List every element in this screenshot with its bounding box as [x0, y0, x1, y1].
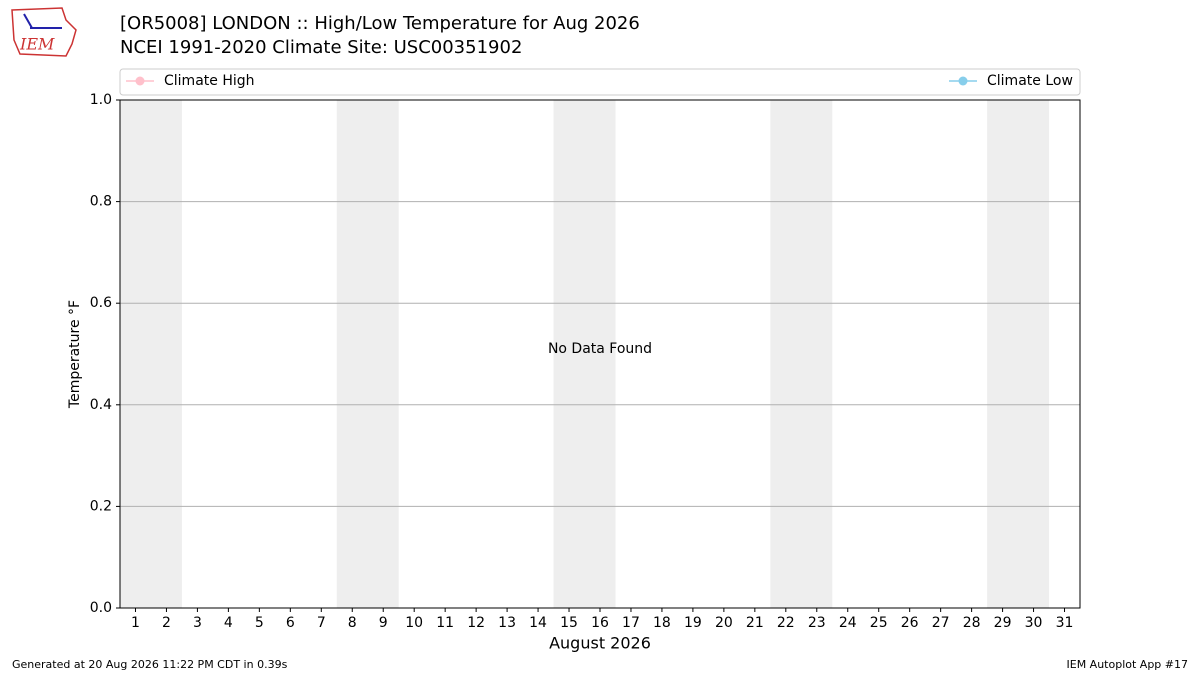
x-tick-label: 23: [808, 615, 826, 631]
x-tick-label: 25: [870, 615, 888, 631]
x-tick-label: 21: [746, 615, 764, 631]
logo: IEM: [11, 7, 77, 57]
x-tick-label: 22: [777, 615, 795, 631]
shaded-band: [120, 100, 182, 608]
shaded-band: [987, 100, 1050, 608]
x-tick-label: 27: [932, 615, 950, 631]
logo-text: IEM: [19, 35, 55, 54]
x-tick-label: 19: [684, 615, 702, 631]
x-tick-label: 9: [379, 615, 388, 631]
plot-frame: [119, 99, 1081, 609]
x-tick-label: 18: [653, 615, 671, 631]
x-tick-label: 1: [131, 615, 140, 631]
x-tick-label: 20: [715, 615, 733, 631]
y-tick-label: 1.0: [90, 92, 112, 108]
legend: [119, 68, 1081, 96]
x-axis-label: August 2026: [549, 634, 651, 653]
x-tick-label: 14: [529, 615, 547, 631]
footer-left: Generated at 20 Aug 2026 11:22 PM CDT in…: [12, 658, 288, 671]
legend-marker: [958, 76, 968, 86]
logo-icon: [23, 13, 33, 29]
chart-subtitle: NCEI 1991-2020 Climate Site: USC00351902: [120, 37, 522, 58]
y-tick-label: 0.6: [90, 295, 112, 311]
logo-outline: [11, 7, 77, 57]
x-tick-label: 12: [467, 615, 485, 631]
legend-marker: [135, 76, 145, 86]
x-tick-label: 4: [224, 615, 233, 631]
shaded-band: [336, 100, 399, 608]
x-tick-label: 15: [560, 615, 578, 631]
x-tick-label: 30: [1025, 615, 1043, 631]
x-tick-label: 26: [901, 615, 919, 631]
x-tick-label: 10: [405, 615, 423, 631]
x-tick-label: 5: [255, 615, 264, 631]
y-tick-label: 0.2: [90, 498, 112, 514]
x-tick-label: 6: [286, 615, 295, 631]
x-tick-label: 16: [591, 615, 609, 631]
shaded-band: [553, 100, 616, 608]
x-tick-label: 13: [498, 615, 516, 631]
x-tick-label: 11: [436, 615, 454, 631]
x-tick-label: 2: [162, 615, 171, 631]
y-axis-label: Temperature °F: [67, 300, 83, 409]
y-tick-label: 0.8: [90, 194, 112, 210]
x-tick-label: 3: [193, 615, 202, 631]
x-tick-label: 29: [994, 615, 1012, 631]
x-tick-label: 7: [317, 615, 326, 631]
y-tick-label: 0.4: [90, 397, 112, 413]
x-tick-label: 24: [839, 615, 857, 631]
legend-label: Climate High: [164, 73, 255, 89]
x-tick-label: 17: [622, 615, 640, 631]
x-tick-label: 31: [1056, 615, 1074, 631]
x-tick-label: 28: [963, 615, 981, 631]
chart-title: [OR5008] LONDON :: High/Low Temperature …: [120, 13, 640, 34]
annotation: No Data Found: [548, 341, 652, 357]
footer-right: IEM Autoplot App #17: [1067, 658, 1189, 671]
y-tick-label: 0.0: [90, 600, 112, 616]
x-tick-label: 8: [348, 615, 357, 631]
shaded-band: [770, 100, 833, 608]
legend-label: Climate Low: [987, 73, 1073, 89]
